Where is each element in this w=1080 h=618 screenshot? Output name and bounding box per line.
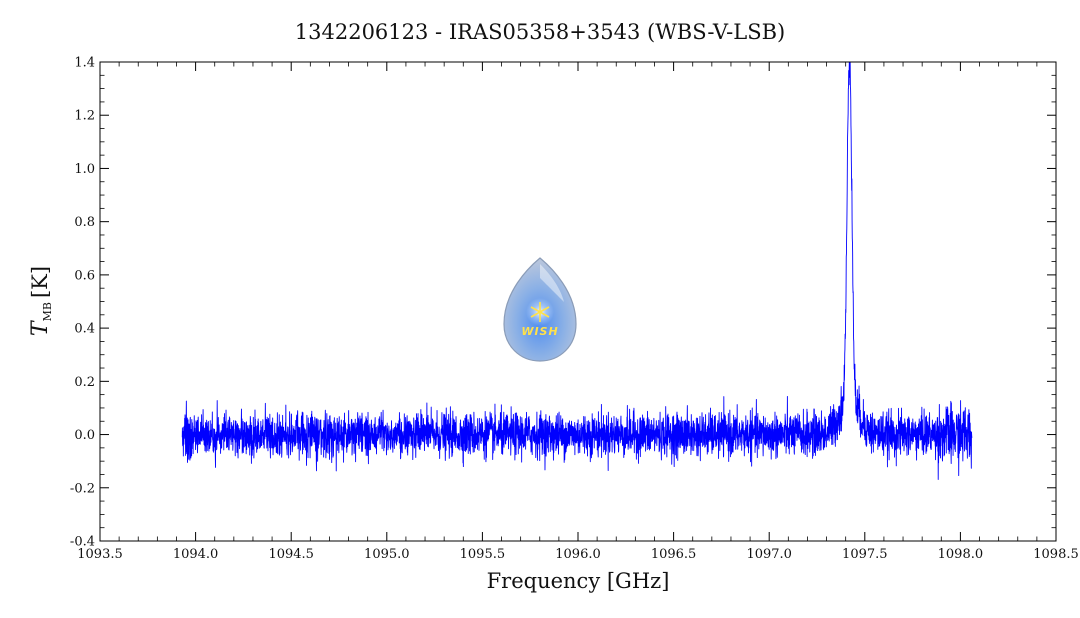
spectrum-line: [181, 62, 973, 480]
x-tick-label: 1097.5: [842, 547, 888, 562]
x-tick-label: 1098.5: [1033, 547, 1079, 562]
y-tick-label: 0.4: [74, 322, 95, 337]
x-tick-label: 1093.5: [77, 547, 123, 562]
chart-title: 1342206123 - IRAS05358+3543 (WBS-V-LSB): [295, 20, 785, 44]
y-axis-label: TMB[K]: [28, 266, 54, 336]
x-tick-label: 1098.0: [938, 547, 984, 562]
y-tick-label: 1.0: [74, 162, 95, 177]
x-axis-label: Frequency [GHz]: [487, 569, 670, 593]
x-tick-label: 1096.0: [555, 547, 601, 562]
y-tick-label: 0.8: [74, 215, 95, 230]
x-tick-label: 1095.5: [460, 547, 506, 562]
x-tick-label: 1097.0: [746, 547, 792, 562]
wish-logo-icon: WISH: [503, 257, 577, 362]
y-tick-label: -0.4: [70, 535, 95, 550]
y-tick-label: 1.4: [74, 56, 95, 71]
x-tick-label: 1095.0: [364, 547, 410, 562]
y-tick-label: 1.2: [74, 109, 95, 124]
x-tick-label: 1096.5: [651, 547, 697, 562]
svg-text:TMB[K]: TMB[K]: [28, 266, 54, 336]
y-tick-label: 0.2: [74, 375, 95, 390]
y-tick-label: 0.0: [74, 428, 95, 443]
wish-logo-text: WISH: [521, 325, 558, 338]
plot-frame: [99, 61, 1057, 542]
y-tick-label: -0.2: [70, 481, 95, 496]
x-tick-label: 1094.0: [173, 547, 219, 562]
y-tick-label: 0.6: [74, 268, 95, 283]
x-tick-label: 1094.5: [268, 547, 314, 562]
